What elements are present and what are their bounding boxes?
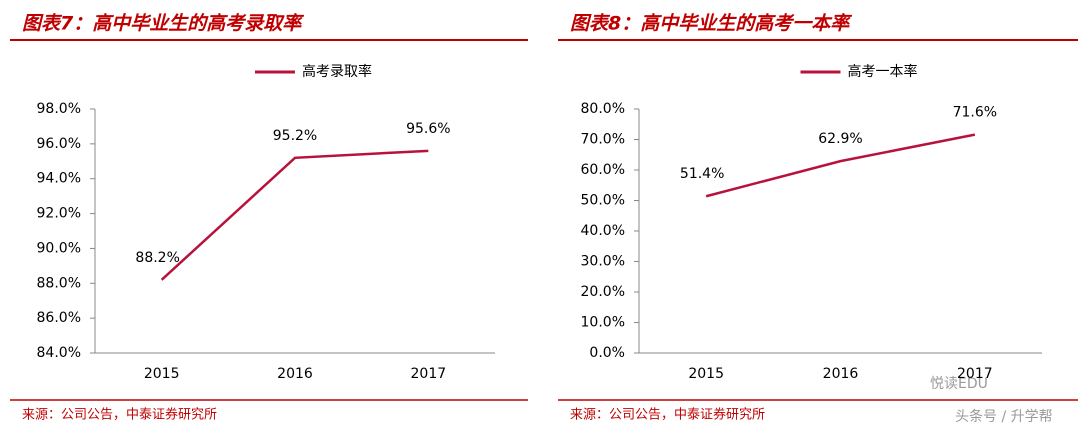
value-label: 71.6% xyxy=(953,105,997,121)
x-tick-label: 2017 xyxy=(957,366,993,382)
y-tick-label: 0.0% xyxy=(589,345,625,361)
y-tick-label: 40.0% xyxy=(581,223,625,239)
watermark-credit: 头条号 / 升学帮 xyxy=(955,408,1053,425)
x-tick-label: 2015 xyxy=(688,366,724,382)
value-label: 51.4% xyxy=(680,166,724,182)
y-tick-label: 70.0% xyxy=(581,132,625,148)
y-tick-label: 88.0% xyxy=(37,275,81,291)
y-tick-label: 30.0% xyxy=(581,254,625,270)
value-label: 95.6% xyxy=(406,121,450,137)
chart-title: 图表7：高中毕业生的高考录取率 xyxy=(22,13,304,35)
series-line xyxy=(160,149,429,281)
source: 来源：公司公告，中泰证券研究所 xyxy=(570,407,765,423)
value-label: 88.2% xyxy=(135,250,179,266)
legend-label: 高考录取率 xyxy=(302,63,372,80)
y-tick-label: 96.0% xyxy=(37,136,81,152)
x-tick-label: 2017 xyxy=(411,366,447,382)
watermark-brand: 悦读EDU xyxy=(930,375,988,392)
x-tick-label: 2016 xyxy=(823,366,859,382)
x-tick-label: 2015 xyxy=(144,366,180,382)
chart-title: 图表8：高中毕业生的高考一本率 xyxy=(570,13,852,35)
series-line xyxy=(705,133,976,198)
x-tick-label: 2016 xyxy=(277,366,313,382)
y-tick-label: 10.0% xyxy=(581,315,625,331)
y-tick-label: 98.0% xyxy=(37,101,81,117)
y-tick-label: 20.0% xyxy=(581,284,625,300)
y-tick-label: 84.0% xyxy=(37,345,81,361)
y-tick-label: 86.0% xyxy=(37,310,81,326)
y-tick-label: 50.0% xyxy=(581,193,625,209)
y-tick-label: 92.0% xyxy=(37,206,81,222)
y-tick-label: 80.0% xyxy=(581,101,625,117)
y-tick-label: 94.0% xyxy=(37,171,81,187)
value-label: 95.2% xyxy=(273,128,317,144)
source: 来源：公司公告，中泰证券研究所 xyxy=(22,407,217,423)
value-label: 62.9% xyxy=(818,131,862,147)
legend-label: 高考一本率 xyxy=(848,63,918,80)
y-tick-label: 90.0% xyxy=(37,240,81,256)
y-tick-label: 60.0% xyxy=(581,162,625,178)
